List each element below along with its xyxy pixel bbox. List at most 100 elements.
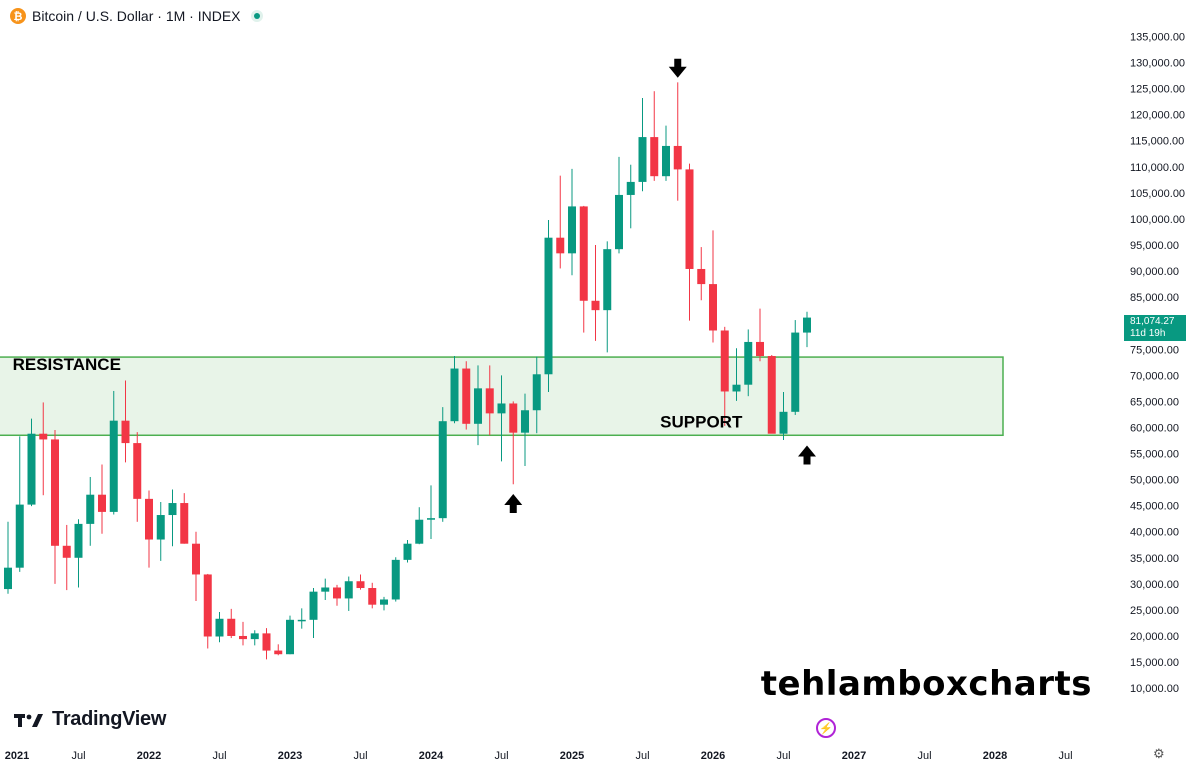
y-tick-label: 25,000.00: [1130, 605, 1179, 617]
candle-2024-02: [438, 407, 447, 522]
candle-body: [86, 494, 95, 524]
time-axis[interactable]: 2021 Jul 2022 Jul 2023 Jul 2024 Jul 2025 Jul 2026 J…: [5, 750, 1073, 762]
y-tick-label: 125,000.00: [1130, 84, 1185, 96]
candle-2023-10: [391, 557, 400, 602]
candle-body: [474, 388, 482, 424]
candle-2021-10: [109, 390, 118, 515]
candle-body: [4, 567, 12, 590]
y-tick-label: 120,000.00: [1130, 110, 1185, 122]
candle-2022-12: [274, 644, 283, 656]
arrow-up-icon: [798, 445, 816, 465]
y-tick-label: 95,000.00: [1130, 240, 1179, 252]
x-tick-label: Jul: [353, 750, 367, 762]
candle-body: [532, 374, 541, 411]
candle-2026-07: [779, 392, 788, 440]
candle-body: [497, 403, 506, 414]
bar-countdown: 11d 19h: [1130, 328, 1166, 339]
candle-2026-03: [732, 348, 741, 401]
candle-2024-08: [509, 401, 518, 485]
candle-body: [603, 249, 612, 311]
candle-body: [51, 439, 59, 546]
arrow-down-icon: [668, 58, 687, 78]
bitcoin-icon: ₿: [10, 8, 26, 24]
x-tick-label: Jul: [776, 750, 790, 762]
candle-body: [297, 619, 306, 622]
candle-body: [262, 633, 271, 651]
candle-body: [615, 194, 623, 250]
candle-body: [579, 206, 588, 301]
candle-2022-05: [192, 531, 200, 602]
candle-2021-09: [98, 464, 106, 534]
candle-2025-12: [697, 247, 706, 301]
candle-body: [391, 559, 400, 600]
candle-2023-06: [344, 576, 353, 611]
tradingview-logo[interactable]: TradingView: [14, 708, 166, 731]
candle-2025-11: [685, 163, 694, 321]
y-tick-label: 135,000.00: [1130, 31, 1185, 43]
candle-2025-10: [673, 82, 682, 201]
candle-2021-01: [4, 521, 12, 594]
candle-body: [239, 635, 247, 640]
candle-2023-04: [321, 578, 330, 601]
candle-2026-08: [791, 320, 800, 415]
price-axis[interactable]: 135,000.00 130,000.00 125,000.00 120,000.00…: [1130, 31, 1185, 695]
y-tick-label: 90,000.00: [1130, 266, 1179, 278]
candle-body: [791, 332, 800, 412]
candle-body: [250, 633, 259, 640]
candle-body: [438, 421, 447, 519]
y-tick-label: 55,000.00: [1130, 449, 1179, 461]
candle-body: [133, 443, 142, 499]
candle-2025-06: [626, 164, 635, 229]
y-tick-label: 100,000.00: [1130, 214, 1185, 226]
candle-2025-05: [615, 156, 623, 254]
candle-body: [368, 588, 377, 605]
candle-body: [803, 317, 811, 333]
tradingview-logo-text: TradingView: [52, 708, 167, 730]
symbol-title[interactable]: Bitcoin / U.S. Dollar · 1M · INDEX: [32, 8, 241, 24]
candle-2023-11: [403, 540, 412, 563]
candle-body: [544, 237, 553, 375]
candle-2024-10: [532, 356, 541, 434]
candle-2026-04: [744, 329, 753, 397]
candle-body: [732, 384, 741, 392]
lightning-icon[interactable]: ⚡: [816, 718, 836, 738]
gear-icon[interactable]: ⚙: [1153, 746, 1165, 761]
candle-2026-01: [709, 230, 717, 343]
candle-body: [427, 518, 435, 520]
candle-body: [720, 330, 729, 392]
y-tick-label: 65,000.00: [1130, 396, 1179, 408]
candle-body: [521, 410, 529, 433]
x-tick-label: Jul: [917, 750, 931, 762]
y-tick-label: 45,000.00: [1130, 501, 1179, 513]
candle-2023-08: [368, 582, 377, 609]
candle-body: [638, 137, 647, 182]
y-tick-label: 30,000.00: [1130, 579, 1179, 591]
candle-body: [568, 206, 576, 254]
candle-2021-03: [27, 418, 36, 507]
x-tick-label: 2022: [137, 750, 161, 762]
candle-body: [274, 650, 283, 655]
candle-2026-06: [767, 354, 776, 434]
candle-body: [62, 545, 71, 558]
y-tick-label: 40,000.00: [1130, 527, 1179, 539]
candle-2022-03: [168, 489, 177, 547]
candle-body: [15, 504, 24, 568]
candle-2024-11: [544, 219, 553, 393]
candle-2022-01: [145, 490, 153, 568]
candle-2023-02: [297, 608, 306, 629]
candle-2021-05: [51, 430, 59, 584]
candle-body: [168, 503, 177, 516]
candle-body: [697, 268, 706, 285]
candle-body: [356, 581, 365, 589]
candle-2025-08: [650, 91, 659, 181]
candle-body: [27, 433, 36, 505]
x-tick-label: 2027: [842, 750, 866, 762]
x-tick-label: 2028: [983, 750, 1007, 762]
last-price-value: 81,074.27: [1130, 316, 1175, 327]
candle-body: [203, 574, 212, 637]
x-tick-label: 2024: [419, 750, 444, 762]
candle-2022-04: [180, 493, 189, 544]
candle-body: [215, 618, 224, 637]
candle-2022-09: [239, 621, 247, 646]
